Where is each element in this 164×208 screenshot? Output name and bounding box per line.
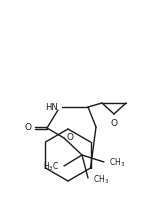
Text: H$_3$C: H$_3$C	[43, 161, 59, 173]
Text: O: O	[24, 124, 31, 132]
Text: O: O	[66, 134, 73, 142]
Text: CH$_3$: CH$_3$	[93, 174, 109, 186]
Text: HN: HN	[45, 103, 57, 111]
Text: CH$_3$: CH$_3$	[109, 157, 125, 169]
Text: O: O	[111, 119, 117, 128]
